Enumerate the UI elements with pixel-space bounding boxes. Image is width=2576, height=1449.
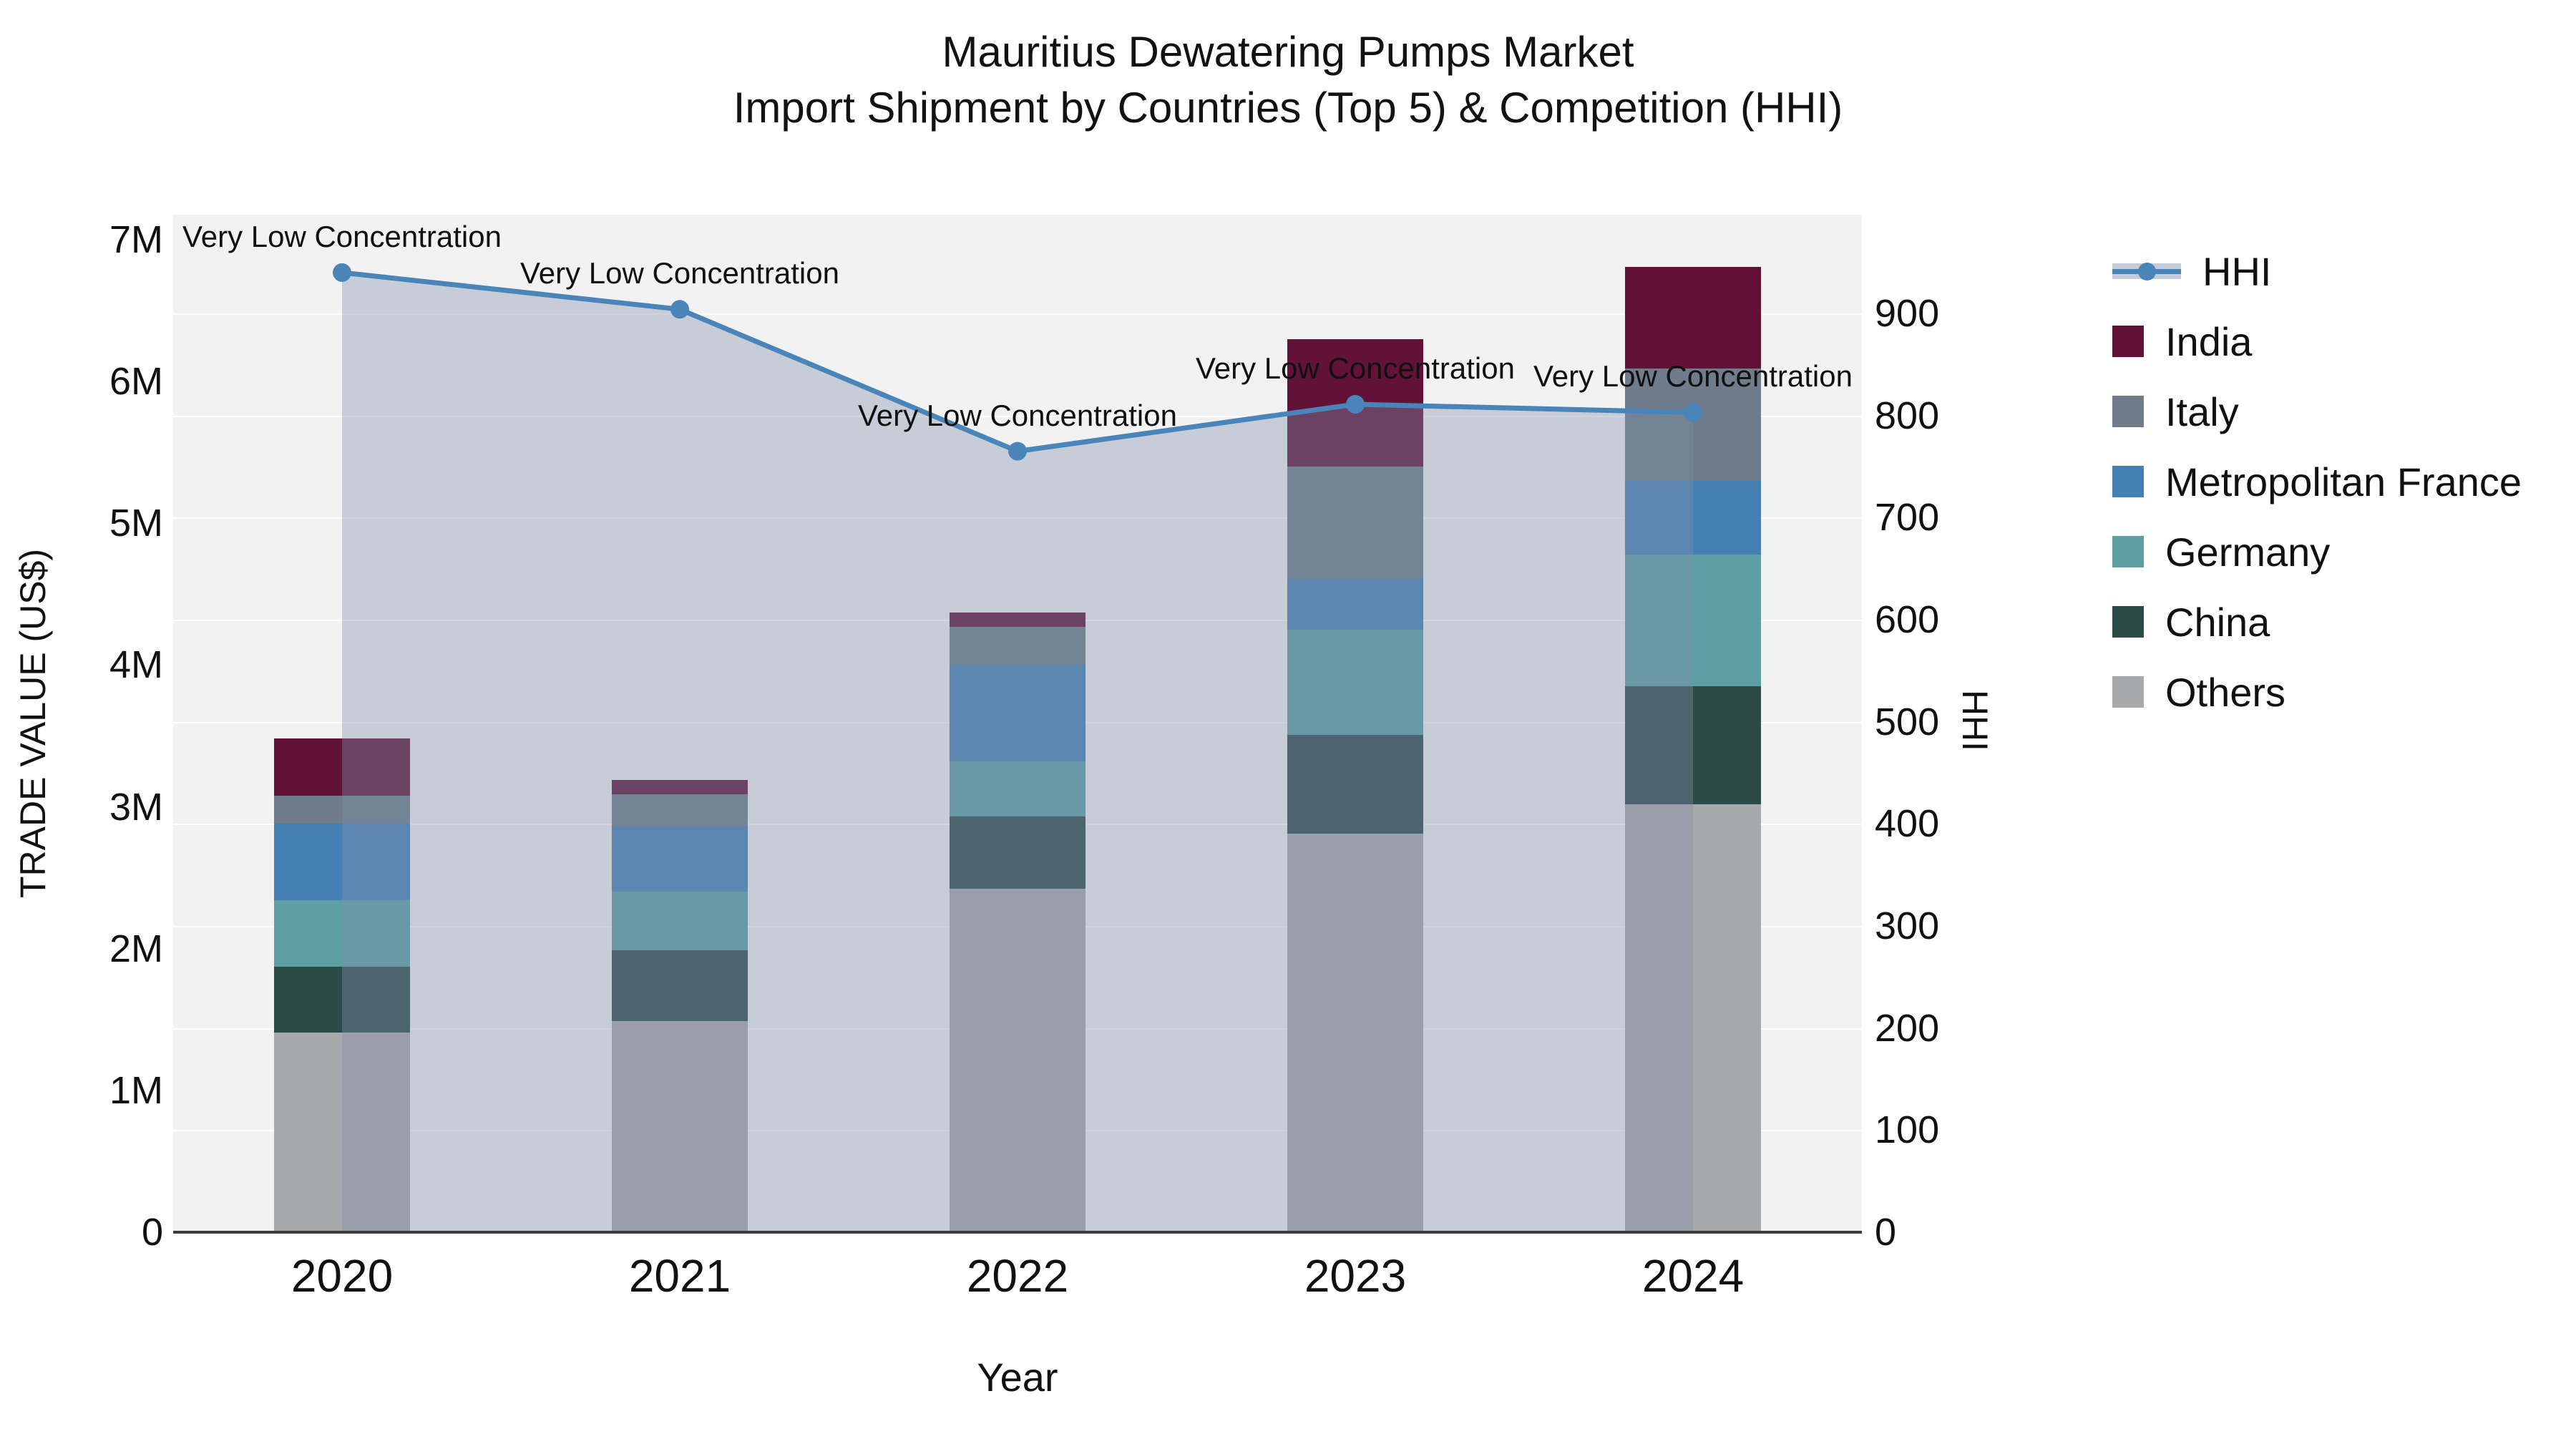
bar-segment-others-2020[interactable]: [274, 1032, 410, 1232]
bar-segment-india-2020[interactable]: [274, 738, 410, 796]
bar-segment-china-2020[interactable]: [274, 967, 410, 1033]
annotation-2022: Very Low Concentration: [858, 398, 1177, 432]
bar-segment-china-2022[interactable]: [950, 816, 1085, 889]
right-tick-700: 700: [1875, 496, 1940, 540]
bar-segment-others-2022[interactable]: [950, 889, 1085, 1232]
legend-swatch-italy-icon: [2112, 396, 2144, 427]
bar-segment-metropolitan-france-2021[interactable]: [612, 826, 748, 892]
bar-segment-metropolitan-france-2020[interactable]: [274, 824, 410, 901]
hhi-marker-sample: [2138, 263, 2156, 280]
left-tick-5M: 5M: [109, 502, 163, 545]
bar-segment-italy-2021[interactable]: [612, 794, 748, 827]
bar-segment-others-2021[interactable]: [612, 1020, 748, 1232]
hhi-line-swatch-icon: [2112, 255, 2181, 287]
legend-swatch-india-icon: [2112, 326, 2144, 357]
left-tick-1M: 1M: [109, 1068, 163, 1112]
legend-swatch-germany-icon: [2112, 536, 2144, 567]
right-tick-900: 900: [1875, 292, 1940, 335]
legend-label: Others: [2165, 669, 2286, 715]
right-tick-500: 500: [1875, 700, 1940, 743]
hhi-marker-2023[interactable]: [1346, 394, 1365, 414]
legend-swatch-others-icon: [2112, 676, 2144, 708]
left-tick-7M: 7M: [109, 218, 163, 261]
bar-segment-china-2021[interactable]: [612, 950, 748, 1021]
left-tick-0: 0: [141, 1211, 163, 1254]
bar-segment-italy-2023[interactable]: [1287, 467, 1423, 579]
chart-title: Mauritius Dewatering Pumps Market Import…: [0, 24, 2576, 136]
legend-label: Germany: [2165, 529, 2331, 575]
legend-item-germany[interactable]: Germany: [2112, 517, 2522, 587]
legend-label: India: [2165, 318, 2253, 364]
x-tick-2022: 2022: [966, 1250, 1069, 1302]
bar-segment-india-2022[interactable]: [950, 613, 1085, 627]
bar-segment-china-2024[interactable]: [1625, 686, 1761, 804]
bar-segment-germany-2024[interactable]: [1625, 554, 1761, 687]
annotation-2023: Very Low Concentration: [1196, 351, 1515, 385]
legend-label: Metropolitan France: [2165, 459, 2522, 504]
right-axis-title: HHI: [1955, 689, 1995, 752]
hhi-marker-2022[interactable]: [1008, 441, 1027, 461]
legend-label: China: [2165, 599, 2270, 645]
legend-label: Italy: [2165, 389, 2239, 434]
bar-segment-metropolitan-france-2023[interactable]: [1287, 578, 1423, 630]
annotation-2020: Very Low Concentration: [182, 219, 502, 253]
left-tick-3M: 3M: [109, 785, 163, 829]
x-axis-line: [173, 1231, 1862, 1234]
hhi-marker-2021[interactable]: [670, 300, 689, 319]
bar-segment-germany-2020[interactable]: [274, 900, 410, 967]
legend-item-italy[interactable]: Italy: [2112, 376, 2522, 447]
bar-segment-germany-2022[interactable]: [950, 761, 1085, 817]
chart-title-line2: Import Shipment by Countries (Top 5) & C…: [733, 84, 1843, 132]
gridline: [173, 517, 1862, 519]
right-tick-100: 100: [1875, 1108, 1940, 1152]
bar-segment-metropolitan-france-2024[interactable]: [1625, 480, 1761, 555]
legend-item-china[interactable]: China: [2112, 587, 2522, 657]
bar-segment-india-2024[interactable]: [1625, 266, 1761, 369]
x-tick-2024: 2024: [1641, 1250, 1745, 1302]
right-tick-200: 200: [1875, 1006, 1940, 1050]
legend-item-metropolitan-france[interactable]: Metropolitan France: [2112, 447, 2522, 517]
left-tick-2M: 2M: [109, 927, 163, 970]
hhi-marker-2024[interactable]: [1684, 403, 1702, 422]
left-tick-6M: 6M: [109, 360, 163, 404]
right-tick-800: 800: [1875, 394, 1940, 437]
left-axis-title: TRADE VALUE (US$): [13, 548, 53, 899]
bar-segment-metropolitan-france-2022[interactable]: [950, 665, 1085, 762]
legend-swatch-metropolitan-france-icon: [2112, 466, 2144, 497]
legend-label: HHI: [2202, 248, 2272, 294]
annotation-2021: Very Low Concentration: [520, 256, 839, 291]
chart-title-line1: Mauritius Dewatering Pumps Market: [942, 28, 1634, 76]
bar-segment-germany-2023[interactable]: [1287, 629, 1423, 735]
hhi-marker-2020[interactable]: [333, 263, 351, 282]
right-tick-600: 600: [1875, 598, 1940, 641]
legend-item-india[interactable]: India: [2112, 306, 2522, 376]
bar-segment-others-2024[interactable]: [1625, 804, 1761, 1232]
bar-segment-germany-2021[interactable]: [612, 892, 748, 950]
bar-segment-italy-2020[interactable]: [274, 795, 410, 824]
bar-segment-others-2023[interactable]: [1287, 834, 1423, 1232]
legend-item-others[interactable]: Others: [2112, 657, 2522, 727]
legend-swatch-china-icon: [2112, 606, 2144, 638]
annotation-2024: Very Low Concentration: [1533, 359, 1853, 394]
x-tick-2020: 2020: [291, 1250, 394, 1302]
right-tick-400: 400: [1875, 802, 1940, 846]
x-tick-2023: 2023: [1304, 1250, 1407, 1302]
bar-segment-india-2021[interactable]: [612, 779, 748, 794]
left-tick-4M: 4M: [109, 643, 163, 687]
right-tick-0: 0: [1875, 1211, 1897, 1254]
bar-segment-italy-2022[interactable]: [950, 626, 1085, 665]
legend: HHI India Italy Metropolitan France Germany C…: [2112, 236, 2522, 727]
right-tick-300: 300: [1875, 904, 1940, 947]
legend-item-hhi[interactable]: HHI: [2112, 236, 2522, 306]
gridline: [173, 313, 1862, 315]
x-axis-title: Year: [977, 1355, 1058, 1400]
x-tick-2021: 2021: [628, 1250, 731, 1302]
bar-segment-china-2023[interactable]: [1287, 734, 1423, 834]
